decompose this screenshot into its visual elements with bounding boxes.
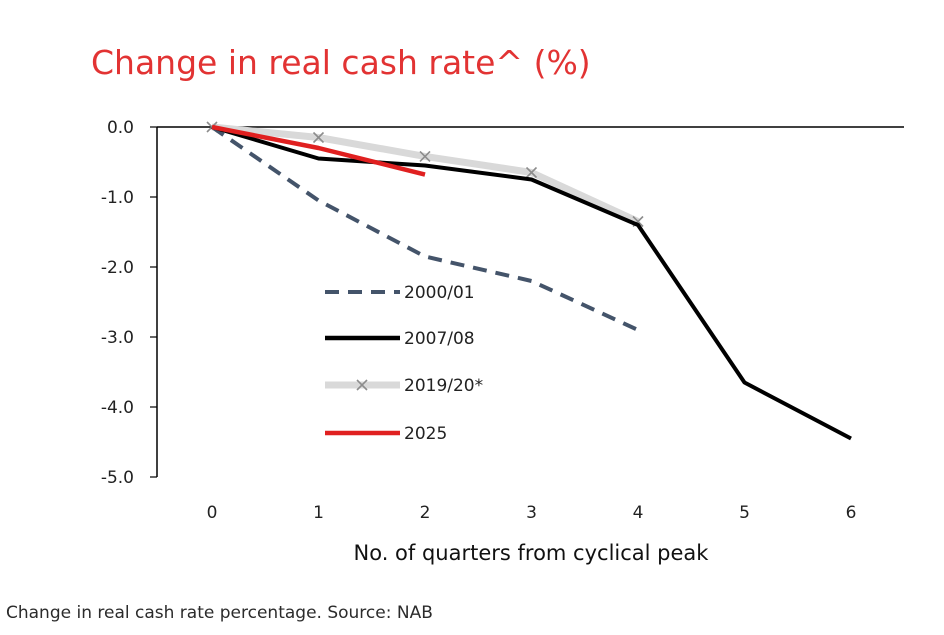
legend-item: 2019/20* [325, 376, 483, 396]
legend-item: 2000/01 [325, 283, 475, 303]
series-line-2000-01 [210, 125, 639, 332]
x-tick-label: 2 [420, 503, 431, 523]
x-tick-label: 0 [207, 503, 218, 523]
legend-item: 2025 [325, 424, 447, 444]
legend-item: 2007/08 [325, 329, 475, 349]
series-layer [206, 121, 852, 441]
chart-title: Change in real cash rate^ (%) [91, 43, 591, 82]
legend-label: 2007/08 [404, 329, 475, 349]
y-tick-label: -5.0 [101, 468, 134, 488]
legend-label: 2000/01 [404, 283, 475, 303]
y-tick-label: 0.0 [107, 118, 134, 138]
series-line-2007-08 [211, 125, 852, 441]
y-tick-label: -1.0 [101, 188, 134, 208]
x-tick-label: 3 [526, 503, 537, 523]
figure-caption: Change in real cash rate percentage. Sou… [6, 603, 433, 623]
legend-label: 2019/20* [404, 376, 483, 396]
x-tick-label: 4 [633, 503, 644, 523]
x-tick-label: 1 [313, 503, 324, 523]
axes: 0.0 -1.0 -2.0 -3.0 -4.0 -5.0 0 1 2 3 4 5 6 [101, 118, 904, 523]
y-tick-label: -2.0 [101, 258, 134, 278]
x-tick-label: 6 [846, 503, 857, 523]
x-tick-label: 5 [739, 503, 750, 523]
chart: Change in real cash rate^ (%) 0.0 -1.0 -2.… [91, 43, 904, 565]
legend-label: 2025 [404, 424, 447, 444]
data-point-marker [419, 150, 431, 162]
y-tick-label: -4.0 [101, 398, 134, 418]
data-point-marker [312, 131, 325, 144]
data-point-marker [525, 166, 538, 179]
series-line-2025 [211, 124, 426, 177]
y-tick-label: -3.0 [101, 328, 134, 348]
x-axis-title: No. of quarters from cyclical peak [354, 541, 710, 565]
legend: 2000/01 2007/08 2019/20* 2025 [325, 283, 483, 444]
